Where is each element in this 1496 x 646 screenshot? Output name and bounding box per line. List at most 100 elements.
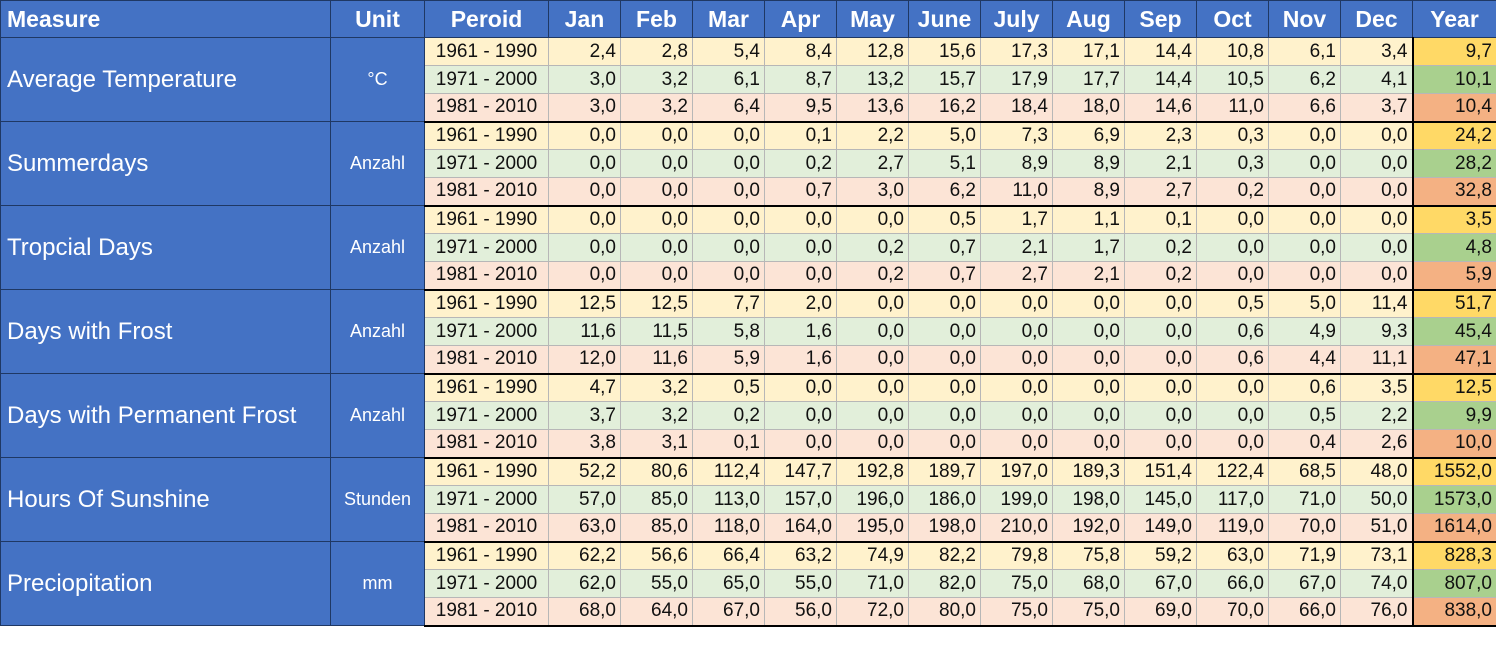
month-value-cell: 71,0: [1268, 485, 1341, 514]
month-value-cell: 66,0: [1268, 597, 1341, 627]
period-cell: 1961 - 1990: [424, 205, 549, 234]
year-value-cell: 9,9: [1412, 401, 1496, 430]
month-value-cell: 0,0: [1196, 205, 1269, 234]
month-value-cell: 0,0: [1196, 261, 1269, 291]
month-value-cell: 50,0: [1340, 485, 1414, 514]
month-value-cell: 63,0: [1196, 541, 1269, 570]
month-value-cell: 11,6: [620, 345, 693, 375]
measure-label: Days with Frost: [0, 289, 331, 374]
month-value-cell: 1,6: [764, 345, 837, 375]
month-value-cell: 3,5: [1340, 373, 1414, 402]
month-value-cell: 51,0: [1340, 513, 1414, 543]
month-value-cell: 12,5: [620, 289, 693, 318]
month-value-cell: 63,0: [548, 513, 621, 543]
month-value-cell: 0,0: [764, 373, 837, 402]
year-value-cell: 10,4: [1412, 93, 1496, 123]
month-value-cell: 75,0: [980, 569, 1053, 598]
month-value-cell: 3,7: [548, 401, 621, 430]
month-value-cell: 14,4: [1124, 65, 1197, 94]
month-value-cell: 80,0: [908, 597, 981, 627]
month-column-header: Sep: [1124, 0, 1197, 38]
month-value-cell: 74,9: [836, 541, 909, 570]
month-value-cell: 3,8: [548, 429, 621, 459]
year-value-cell: 3,5: [1412, 205, 1496, 234]
month-value-cell: 0,5: [908, 205, 981, 234]
month-value-cell: 10,8: [1196, 37, 1269, 66]
month-value-cell: 0,0: [692, 121, 765, 150]
month-value-cell: 2,3: [1124, 121, 1197, 150]
year-value-cell: 1552,0: [1412, 457, 1496, 486]
month-value-cell: 1,7: [1052, 233, 1125, 262]
month-value-cell: 76,0: [1340, 597, 1414, 627]
month-value-cell: 59,2: [1124, 541, 1197, 570]
month-value-cell: 15,6: [908, 37, 981, 66]
month-value-cell: 62,0: [548, 569, 621, 598]
month-value-cell: 1,1: [1052, 205, 1125, 234]
year-column-header: Year: [1412, 0, 1496, 38]
month-value-cell: 0,2: [1124, 261, 1197, 291]
month-value-cell: 192,0: [1052, 513, 1125, 543]
month-value-cell: 0,0: [620, 121, 693, 150]
month-value-cell: 0,5: [1196, 289, 1269, 318]
month-value-cell: 0,0: [1124, 317, 1197, 346]
month-value-cell: 14,6: [1124, 93, 1197, 123]
month-value-cell: 13,6: [836, 93, 909, 123]
climate-table: Measure Unit Peroid Jan Feb Mar Apr May …: [0, 0, 1496, 627]
year-value-cell: 4,8: [1412, 233, 1496, 262]
month-value-cell: 17,1: [1052, 37, 1125, 66]
month-value-cell: 0,0: [764, 429, 837, 459]
measure-label: Preciopitation: [0, 541, 331, 626]
month-value-cell: 66,4: [692, 541, 765, 570]
month-value-cell: 75,0: [980, 597, 1053, 627]
unit-label: Anzahl: [330, 289, 425, 374]
month-value-cell: 0,6: [1196, 345, 1269, 375]
month-value-cell: 147,7: [764, 457, 837, 486]
month-value-cell: 9,5: [764, 93, 837, 123]
month-value-cell: 0,0: [1340, 261, 1414, 291]
month-value-cell: 8,9: [1052, 177, 1125, 207]
month-value-cell: 2,6: [1340, 429, 1414, 459]
month-value-cell: 13,2: [836, 65, 909, 94]
period-cell: 1971 - 2000: [424, 569, 549, 598]
month-value-cell: 63,2: [764, 541, 837, 570]
month-value-cell: 112,4: [692, 457, 765, 486]
month-value-cell: 0,1: [1124, 205, 1197, 234]
month-column-header: Oct: [1196, 0, 1269, 38]
table-row: 1971 - 2000 3,7 3,2 0,2 0,0 0,0 0,0 0,0 0,0 0,0 0,…: [1, 401, 1496, 430]
month-column-header: July: [980, 0, 1053, 38]
table-row: Preciopitation mm 1961 - 1990 62,2 56,6 66,4 6…: [0, 541, 1496, 626]
month-column-header: Feb: [620, 0, 693, 38]
period-cell: 1981 - 2010: [424, 93, 549, 123]
month-column-header: Aug: [1052, 0, 1125, 38]
month-value-cell: 0,0: [908, 317, 981, 346]
month-value-cell: 82,2: [908, 541, 981, 570]
table-row: 1971 - 2000 11,6 11,5 5,8 1,6 0,0 0,0 0,0 0,0 0,0…: [1, 317, 1496, 346]
month-value-cell: 0,0: [908, 289, 981, 318]
month-value-cell: 0,0: [1052, 317, 1125, 346]
month-value-cell: 0,0: [548, 233, 621, 262]
month-value-cell: 0,0: [1052, 373, 1125, 402]
period-cell: 1971 - 2000: [424, 65, 549, 94]
month-value-cell: 0,0: [1124, 401, 1197, 430]
year-value-cell: 807,0: [1412, 569, 1496, 598]
month-value-cell: 0,0: [1340, 233, 1414, 262]
month-value-cell: 0,0: [548, 121, 621, 150]
month-value-cell: 0,0: [764, 205, 837, 234]
month-value-cell: 0,7: [908, 261, 981, 291]
month-value-cell: 197,0: [980, 457, 1053, 486]
month-column-header: May: [836, 0, 909, 38]
month-value-cell: 3,0: [548, 65, 621, 94]
month-value-cell: 5,8: [692, 317, 765, 346]
period-column-header: Peroid: [424, 0, 549, 38]
month-value-cell: 3,4: [1340, 37, 1414, 66]
month-value-cell: 1,7: [980, 205, 1053, 234]
month-value-cell: 1,6: [764, 317, 837, 346]
month-value-cell: 80,6: [620, 457, 693, 486]
period-cell: 1981 - 2010: [424, 345, 549, 375]
month-value-cell: 8,4: [764, 37, 837, 66]
measure-label: Days with Permanent Frost: [0, 373, 331, 458]
month-value-cell: 0,0: [620, 149, 693, 178]
month-value-cell: 157,0: [764, 485, 837, 514]
month-value-cell: 11,6: [548, 317, 621, 346]
year-value-cell: 32,8: [1412, 177, 1496, 207]
